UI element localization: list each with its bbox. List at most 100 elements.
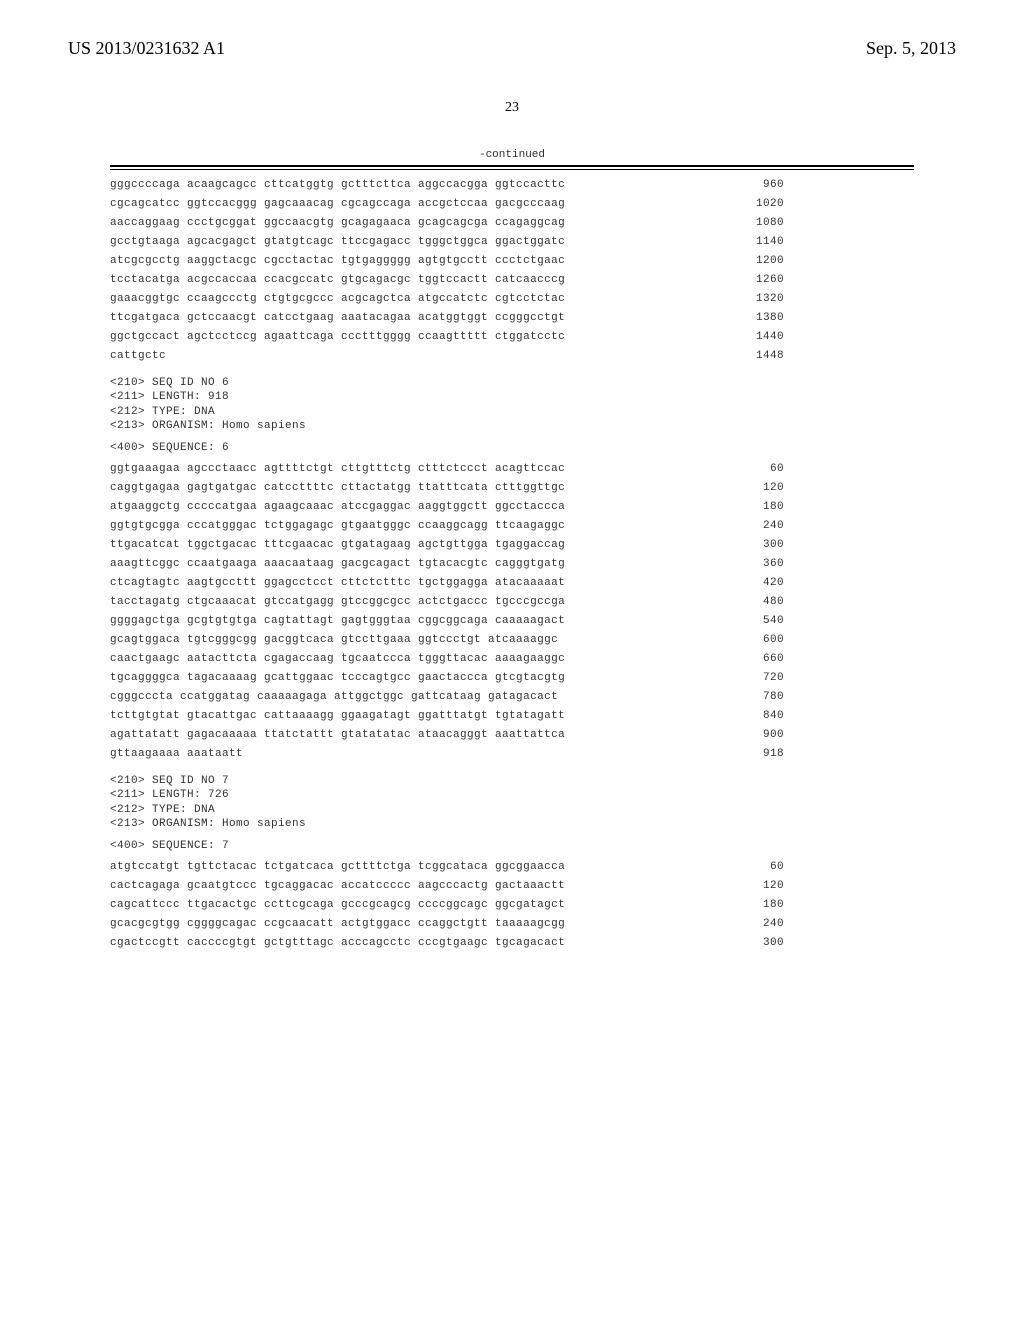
sequence-line: cattgctc 1448 — [110, 351, 914, 362]
continued-label: -continued — [110, 150, 914, 161]
sequence-line: ttcgatgaca gctccaacgt catcctgaag aaataca… — [110, 313, 914, 324]
sequence-position: 60 — [770, 464, 914, 475]
sequence-position: 180 — [763, 900, 914, 911]
sequence-text: ggctgccact agctcctccg agaattcaga ccctttg… — [110, 332, 565, 343]
sequence-text: gcagtggaca tgtcgggcgg gacggtcaca gtccttg… — [110, 635, 558, 646]
sequence-text: ttcgatgaca gctccaacgt catcctgaag aaataca… — [110, 313, 565, 324]
sequence-position: 360 — [763, 559, 914, 570]
sequence-position: 60 — [770, 862, 914, 873]
sequence-position: 120 — [763, 483, 914, 494]
sequence-text: cactcagaga gcaatgtccc tgcaggacac accatcc… — [110, 881, 565, 892]
seq7-meta: <210> SEQ ID NO 7 <211> LENGTH: 726 <212… — [110, 774, 914, 831]
sequence-text: cgcagcatcc ggtccacggg gagcaaacag cgcagcc… — [110, 199, 565, 210]
seq6-meta: <210> SEQ ID NO 6 <211> LENGTH: 918 <212… — [110, 376, 914, 433]
sequence-line: atcgcgcctg aaggctacgc cgcctactac tgtgagg… — [110, 256, 914, 267]
sequence-text: atcgcgcctg aaggctacgc cgcctactac tgtgagg… — [110, 256, 565, 267]
sequence-text: ggtgtgcgga cccatgggac tctggagagc gtgaatg… — [110, 521, 565, 532]
sequence-position: 1380 — [756, 313, 914, 324]
sequence-line: atgaaggctg cccccatgaa agaagcaaac atccgag… — [110, 502, 914, 513]
sequence-text: aaccaggaag ccctgcggat ggccaacgtg gcagaga… — [110, 218, 565, 229]
sequence-line: gttaagaaaa aaataatt918 — [110, 749, 914, 760]
sequence-text: cagcattccc ttgacactgc ccttcgcaga gcccgca… — [110, 900, 565, 911]
sequence-line: ggtgtgcgga cccatgggac tctggagagc gtgaatg… — [110, 521, 914, 532]
sequence-line: tcctacatga acgccaccaa ccacgccatc gtgcaga… — [110, 275, 914, 286]
sequence-position: 840 — [763, 711, 914, 722]
sequence-line: ggctgccact agctcctccg agaattcaga ccctttg… — [110, 332, 914, 343]
sequence-position: 1260 — [756, 275, 914, 286]
sequence-line: gcagtggaca tgtcgggcgg gacggtcaca gtccttg… — [110, 635, 914, 646]
sequence-line: ttgacatcat tggctgacac tttcgaacac gtgatag… — [110, 540, 914, 551]
sequence-text: ggggagctga gcgtgtgtga cagtattagt gagtggg… — [110, 616, 565, 627]
sequence-text: ggtgaaagaa agccctaacc agttttctgt cttgttt… — [110, 464, 565, 475]
seq7-block: atgtccatgt tgttctacac tctgatcaca gcttttc… — [110, 862, 914, 949]
sequence-position: 1020 — [756, 199, 914, 210]
sequence-position: 1448 — [756, 351, 914, 362]
sequence-listing-content: -continued gggccccaga acaagcagcc cttcatg… — [110, 150, 914, 963]
sequence-text: aaagttcggc ccaatgaaga aaacaataag gacgcag… — [110, 559, 565, 570]
sequence-position: 240 — [763, 919, 914, 930]
sequence-text: gcctgtaaga agcacgagct gtatgtcagc ttccgag… — [110, 237, 565, 248]
sequence-text: ctcagtagtc aagtgccttt ggagcctcct cttctct… — [110, 578, 565, 589]
sequence-position: 480 — [763, 597, 914, 608]
sequence-position: 420 — [763, 578, 914, 589]
sequence-position: 300 — [763, 540, 914, 551]
sequence-position: 240 — [763, 521, 914, 532]
sequence-position: 780 — [763, 692, 914, 703]
sequence-line: caactgaagc aatacttcta cgagaccaag tgcaatc… — [110, 654, 914, 665]
sequence-line: tacctagatg ctgcaaacat gtccatgagg gtccggc… — [110, 597, 914, 608]
sequence-line: aaccaggaag ccctgcggat ggccaacgtg gcagaga… — [110, 218, 914, 229]
seq5-continued-block: gggccccaga acaagcagcc cttcatggtg gctttct… — [110, 180, 914, 362]
sequence-line: tgcaggggca tagacaaaag gcattggaac tcccagt… — [110, 673, 914, 684]
sequence-line: ctcagtagtc aagtgccttt ggagcctcct cttctct… — [110, 578, 914, 589]
sequence-position: 1200 — [756, 256, 914, 267]
sequence-text: cgactccgtt caccccgtgt gctgtttagc acccagc… — [110, 938, 565, 949]
sequence-position: 1140 — [756, 237, 914, 248]
sequence-line: ggggagctga gcgtgtgtga cagtattagt gagtggg… — [110, 616, 914, 627]
sequence-line: atgtccatgt tgttctacac tctgatcaca gcttttc… — [110, 862, 914, 873]
sequence-position: 540 — [763, 616, 914, 627]
sequence-position: 1320 — [756, 294, 914, 305]
sequence-line: cgggcccta ccatggatag caaaaagaga attggctg… — [110, 692, 914, 703]
sequence-position: 1080 — [756, 218, 914, 229]
sequence-line: gaaacggtgc ccaagccctg ctgtgcgccc acgcagc… — [110, 294, 914, 305]
sequence-line: ggtgaaagaa agccctaacc agttttctgt cttgttt… — [110, 464, 914, 475]
sequence-text: cgggcccta ccatggatag caaaaagaga attggctg… — [110, 692, 558, 703]
sequence-position: 600 — [763, 635, 914, 646]
page-number: 23 — [0, 100, 1024, 116]
sequence-text: tacctagatg ctgcaaacat gtccatgagg gtccggc… — [110, 597, 565, 608]
sequence-position: 1440 — [756, 332, 914, 343]
sequence-position: 720 — [763, 673, 914, 684]
sequence-position: 300 — [763, 938, 914, 949]
seq6-header: <400> SEQUENCE: 6 — [110, 443, 914, 454]
sequence-position: 180 — [763, 502, 914, 513]
sequence-text: gcacgcgtgg cggggcagac ccgcaacatt actgtgg… — [110, 919, 565, 930]
sequence-line: cgactccgtt caccccgtgt gctgtttagc acccagc… — [110, 938, 914, 949]
sequence-line: gcacgcgtgg cggggcagac ccgcaacatt actgtgg… — [110, 919, 914, 930]
sequence-text: atgtccatgt tgttctacac tctgatcaca gcttttc… — [110, 862, 565, 873]
sequence-line: gggccccaga acaagcagcc cttcatggtg gctttct… — [110, 180, 914, 191]
sequence-position: 120 — [763, 881, 914, 892]
rule-thin — [110, 169, 914, 170]
patent-date: Sep. 5, 2013 — [866, 38, 956, 59]
seq7-header: <400> SEQUENCE: 7 — [110, 841, 914, 852]
rule-heavy — [110, 165, 914, 167]
sequence-position: 918 — [763, 749, 914, 760]
sequence-text: tcttgtgtat gtacattgac cattaaaagg ggaagat… — [110, 711, 565, 722]
sequence-position: 960 — [763, 180, 914, 191]
sequence-position: 900 — [763, 730, 914, 741]
sequence-line: cgcagcatcc ggtccacggg gagcaaacag cgcagcc… — [110, 199, 914, 210]
patent-number: US 2013/0231632 A1 — [68, 38, 225, 59]
sequence-text: atgaaggctg cccccatgaa agaagcaaac atccgag… — [110, 502, 565, 513]
sequence-text: caggtgagaa gagtgatgac catccttttc cttacta… — [110, 483, 565, 494]
sequence-line: caggtgagaa gagtgatgac catccttttc cttacta… — [110, 483, 914, 494]
sequence-text: cattgctc — [110, 351, 166, 362]
sequence-line: agattatatt gagacaaaaa ttatctattt gtatata… — [110, 730, 914, 741]
sequence-line: aaagttcggc ccaatgaaga aaacaataag gacgcag… — [110, 559, 914, 570]
sequence-line: cagcattccc ttgacactgc ccttcgcaga gcccgca… — [110, 900, 914, 911]
sequence-line: cactcagaga gcaatgtccc tgcaggacac accatcc… — [110, 881, 914, 892]
sequence-text: ttgacatcat tggctgacac tttcgaacac gtgatag… — [110, 540, 565, 551]
seq6-block: ggtgaaagaa agccctaacc agttttctgt cttgttt… — [110, 464, 914, 760]
sequence-text: tgcaggggca tagacaaaag gcattggaac tcccagt… — [110, 673, 565, 684]
sequence-text: caactgaagc aatacttcta cgagaccaag tgcaatc… — [110, 654, 565, 665]
sequence-line: tcttgtgtat gtacattgac cattaaaagg ggaagat… — [110, 711, 914, 722]
